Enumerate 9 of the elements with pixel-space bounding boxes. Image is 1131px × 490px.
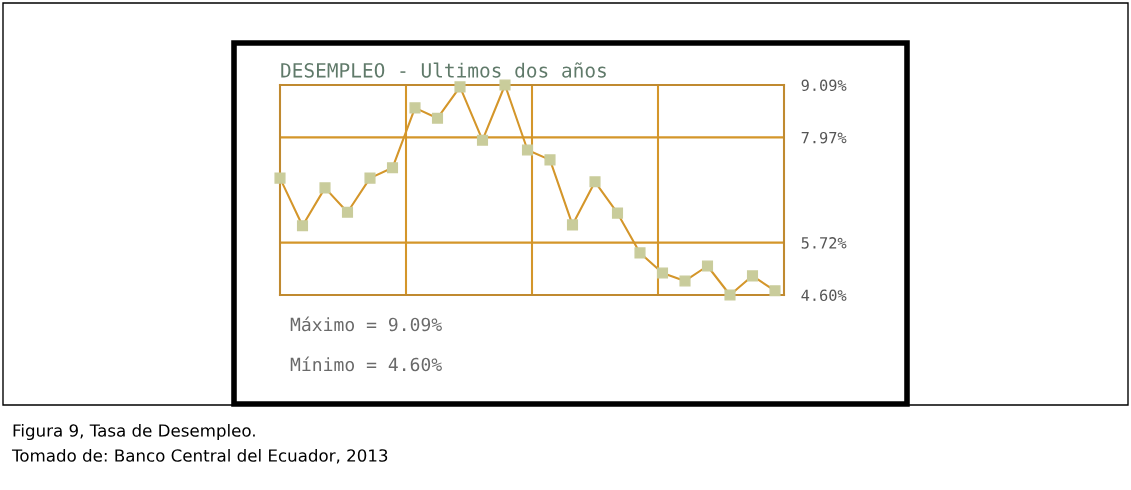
text: Tomado de: Banco Central del Ecuador, 2013 (11, 448, 388, 464)
text: Figura 9, Tasa de Desempleo. (13, 423, 255, 441)
chart-title: DESEMPLEO - Ultimos dos años (281, 62, 606, 78)
text: Mínimo = 4.60% (290, 356, 442, 372)
y-tick-label: 5.72% (801, 237, 847, 249)
text: Máximo = 9.09% (290, 316, 442, 332)
y-tick-label: 9.09% (801, 79, 847, 92)
y-tick-label: 4.60% (801, 289, 847, 302)
y-tick-label: 7.97% (801, 131, 847, 144)
